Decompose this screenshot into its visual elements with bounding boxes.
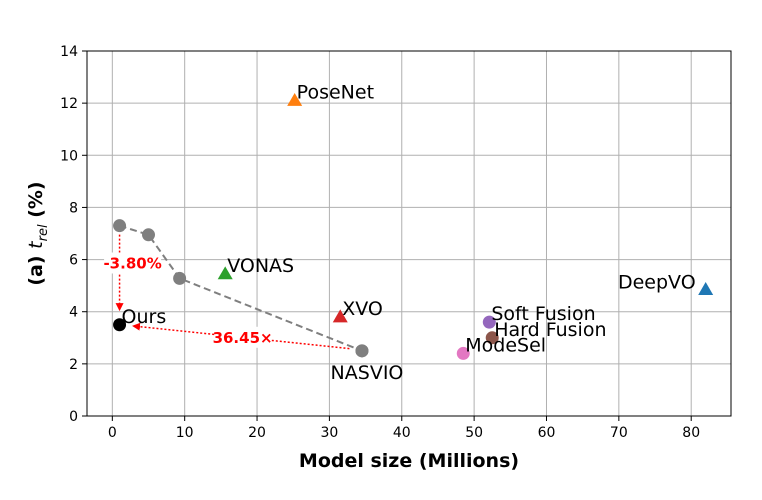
search-path-point	[173, 271, 187, 285]
data-point-label: DeepVO	[618, 272, 696, 294]
annotation-label-background	[214, 326, 272, 348]
data-point-marker	[113, 318, 127, 332]
data-point-marker	[287, 93, 303, 106]
search-path-point	[113, 219, 127, 233]
x-tick-label: 10	[176, 425, 194, 441]
data-point-label: Soft Fusion	[491, 303, 595, 325]
data-point-marker	[485, 331, 499, 345]
y-axis-title-prefix: (a)	[25, 249, 47, 286]
data-point-label: NASVIO	[331, 362, 404, 384]
data-point-label: ModeSel	[465, 334, 546, 356]
x-tick-label: 80	[682, 425, 700, 441]
annotation-label: 36.45×	[213, 329, 273, 347]
y-tick-label: 6	[69, 253, 78, 269]
annotation-label-background	[104, 252, 162, 274]
data-point-marker	[456, 346, 470, 360]
y-tick-label: 2	[69, 357, 78, 373]
x-tick-label: 30	[320, 425, 338, 441]
data-point-marker	[482, 315, 496, 329]
data-point-marker	[698, 282, 714, 295]
x-tick-label: 50	[465, 425, 483, 441]
y-tick-label: 8	[69, 200, 78, 216]
x-tick-label: 40	[393, 425, 411, 441]
annotation-label: -3.80%	[103, 254, 161, 272]
plot-frame	[86, 50, 732, 417]
y-axis-title-suffix: (%)	[25, 181, 47, 224]
data-point-label: Ours	[122, 306, 167, 328]
data-point-marker	[217, 266, 233, 280]
search-path-point	[142, 228, 156, 242]
x-tick-label: 0	[108, 425, 117, 441]
x-axis-title: Model size (Millions)	[299, 450, 519, 472]
data-point-label: PoseNet	[297, 82, 374, 104]
y-axis-title-variable: t	[25, 240, 47, 249]
search-path-line	[119, 224, 363, 352]
y-tick-label: 12	[60, 96, 78, 112]
y-axis-title-subscript: rel	[36, 224, 51, 241]
data-point-marker	[355, 344, 369, 358]
y-tick-label: 14	[60, 44, 78, 60]
data-point-label: Hard Fusion	[494, 319, 606, 341]
annotations: -3.80% 36.45×	[103, 234, 350, 350]
axes: 0 10 20 30 40 50 60 70 80 0 2 4 6 8 10 12 14	[60, 44, 732, 441]
y-tick-label: 4	[69, 305, 78, 321]
data-point-label: VONAS	[227, 255, 294, 277]
grid	[87, 50, 731, 417]
x-tick-label: 70	[610, 425, 628, 441]
y-axis-title: (a) trel (%)	[25, 181, 51, 285]
y-tick-label: 10	[60, 148, 78, 164]
x-tick-label: 60	[538, 425, 556, 441]
x-tick-label: 20	[248, 425, 266, 441]
data-point-label: XVO	[342, 298, 383, 320]
y-tick-label: 0	[69, 409, 78, 425]
data-point-marker	[332, 309, 348, 323]
